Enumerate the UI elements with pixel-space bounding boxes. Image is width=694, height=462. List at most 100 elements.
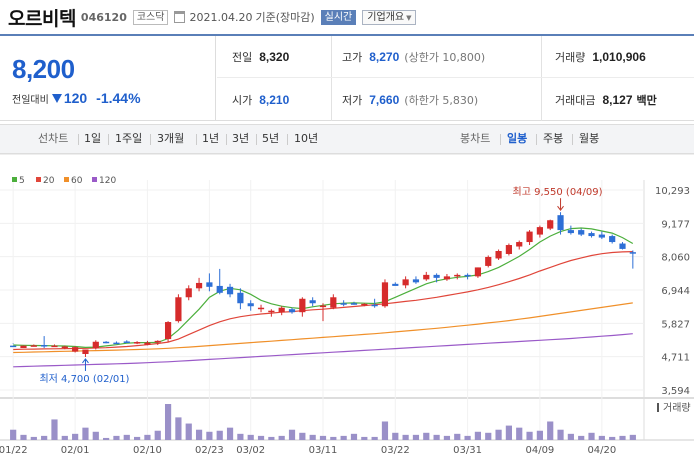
candle-chart-label: 봉차트 xyxy=(460,132,491,145)
candle-body xyxy=(226,286,234,295)
candle-body xyxy=(237,292,244,304)
candle-body xyxy=(20,345,27,349)
stock-chart[interactable]: 10,293 9,177 8,060 6,944 5,827 4,711 3,594 01/2… xyxy=(0,154,694,462)
volume-bar xyxy=(237,433,244,440)
x-tick-label: 02/23 xyxy=(195,445,224,456)
candle-body xyxy=(516,242,523,247)
divider xyxy=(226,134,227,145)
candle-body xyxy=(195,282,203,289)
candle-body xyxy=(41,345,48,347)
candle-body xyxy=(61,346,68,349)
candle-body xyxy=(371,304,378,307)
current-price: 8,200 xyxy=(12,54,75,84)
candle-body xyxy=(206,282,213,287)
low-label: 저가 xyxy=(342,94,363,107)
candle-body xyxy=(526,231,533,243)
tab-weekly[interactable]: 주봉 xyxy=(543,132,564,145)
y-tick-label: 4,711 xyxy=(661,353,690,364)
legend-label: 20 xyxy=(43,176,55,186)
volume-bar xyxy=(72,433,79,440)
candle-body xyxy=(433,274,440,278)
candle-body xyxy=(10,345,17,348)
candle-body xyxy=(288,309,296,313)
divider xyxy=(256,134,257,145)
tab-1d[interactable]: 1일 xyxy=(84,132,102,145)
x-tick-label: 01/22 xyxy=(0,445,28,456)
realtime-button[interactable]: 실시간 xyxy=(320,9,357,25)
y-tick-label: 10,293 xyxy=(655,186,690,197)
candle-body xyxy=(598,234,605,238)
candle-body xyxy=(485,256,492,266)
volume-bar xyxy=(82,427,89,440)
open-price: 시가 8,210 xyxy=(232,79,289,121)
candle-body xyxy=(247,303,254,307)
volume-bar xyxy=(423,432,430,440)
volume-bar xyxy=(402,434,409,440)
volume-bar xyxy=(474,431,482,440)
open-label: 시가 xyxy=(232,94,253,107)
volume-bar xyxy=(309,434,316,440)
amount-unit: 백만 xyxy=(636,94,657,107)
volume-bar xyxy=(216,430,223,440)
volume-bar xyxy=(464,435,471,440)
tab-10y[interactable]: 10년 xyxy=(294,132,319,145)
candle-body xyxy=(92,341,99,349)
tab-3m[interactable]: 3개월 xyxy=(157,132,185,145)
tab-daily[interactable]: 일봉 xyxy=(507,132,528,145)
volume-label: 거래량 xyxy=(555,51,586,64)
volume-bar xyxy=(371,436,378,440)
volume-bar xyxy=(206,431,213,440)
volume-bar xyxy=(412,434,420,440)
candle-body xyxy=(82,349,89,354)
candle-body xyxy=(547,220,554,229)
x-tick-label: 03/31 xyxy=(453,445,482,456)
company-info-label: 기업개요 xyxy=(367,11,405,23)
company-info-dropdown[interactable]: 기업개요 ▼ xyxy=(362,9,417,25)
candle-body xyxy=(113,342,120,345)
change-percent: -1.44% xyxy=(96,90,141,106)
tab-1y[interactable]: 1년 xyxy=(202,132,220,145)
divider xyxy=(541,36,542,121)
candle-body xyxy=(474,267,482,277)
tab-3y[interactable]: 3년 xyxy=(232,132,250,145)
high-label: 고가 xyxy=(342,51,363,64)
volume-bar xyxy=(247,434,254,440)
market-badge: 코스닥 xyxy=(132,9,169,25)
volume-bar xyxy=(51,419,58,440)
volume-bar xyxy=(20,434,27,440)
line-chart-label: 선차트 xyxy=(38,132,69,145)
x-tick-label: 03/11 xyxy=(309,445,338,456)
volume-bar xyxy=(123,434,130,440)
y-tick-label: 3,594 xyxy=(661,386,690,397)
divider xyxy=(500,134,501,145)
candle-body xyxy=(454,274,461,277)
volume-bar xyxy=(226,427,234,440)
candle-body xyxy=(536,227,543,235)
candle-body xyxy=(629,252,636,254)
volume-bar xyxy=(340,435,347,440)
volume-bar xyxy=(299,432,306,440)
tab-monthly[interactable]: 월봉 xyxy=(579,132,600,145)
volume-bar xyxy=(547,421,554,440)
candle-body xyxy=(361,303,368,306)
volume-bar xyxy=(495,429,502,440)
prev-value: 8,320 xyxy=(259,50,290,64)
tab-1w[interactable]: 1주일 xyxy=(115,132,143,145)
divider xyxy=(196,134,197,145)
prev-close: 전일 8,320 xyxy=(232,36,289,78)
volume-bar xyxy=(41,435,48,440)
divider xyxy=(536,134,537,145)
candle-body xyxy=(340,303,347,305)
chart-period-tabs: 선차트 1일 1주일 3개월 1년 3년 5년 10년 봉차트 일봉 주봉 월봉 xyxy=(0,124,694,154)
candle-body xyxy=(51,345,58,348)
candle-body xyxy=(185,288,192,298)
candle-body xyxy=(154,340,161,343)
tab-5y[interactable]: 5년 xyxy=(262,132,280,145)
candle-body xyxy=(402,279,409,286)
ma120-line xyxy=(13,333,633,368)
volume-label: 거래량 xyxy=(663,402,691,414)
candle-body xyxy=(588,233,595,237)
divider xyxy=(150,134,151,145)
candle-body xyxy=(257,307,265,310)
low-price: 저가 7,660 (하한가 5,830) xyxy=(342,79,478,121)
